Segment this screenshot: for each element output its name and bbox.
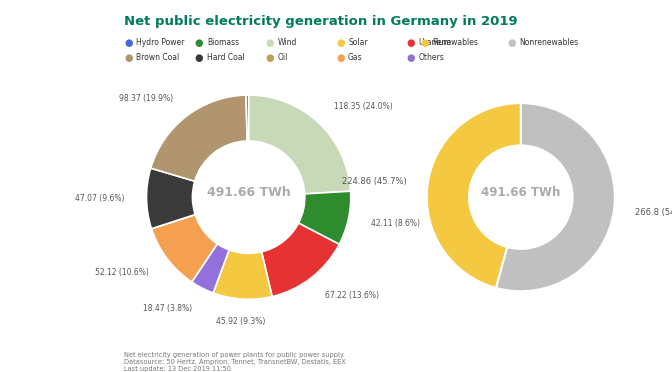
- Wedge shape: [151, 95, 247, 181]
- Text: 98.37 (19.9%): 98.37 (19.9%): [119, 94, 173, 103]
- Text: 266.8 (54.3%): 266.8 (54.3%): [634, 208, 672, 217]
- Text: 42.11 (8.6%): 42.11 (8.6%): [370, 219, 419, 228]
- Text: ●: ●: [265, 53, 274, 62]
- Text: 491.66 TWh: 491.66 TWh: [481, 186, 560, 199]
- Text: ●: ●: [195, 53, 204, 62]
- Text: Uranium: Uranium: [419, 38, 452, 47]
- Text: ●: ●: [407, 53, 415, 62]
- Wedge shape: [298, 191, 351, 244]
- Wedge shape: [192, 244, 229, 293]
- Wedge shape: [427, 103, 521, 288]
- Text: Renewables: Renewables: [432, 38, 478, 47]
- Wedge shape: [151, 215, 217, 282]
- Text: Hydro Power: Hydro Power: [136, 38, 185, 47]
- Text: Net electricity generation of power plants for public power supply.
Datasource: : Net electricity generation of power plan…: [124, 352, 346, 372]
- Text: 18.47 (3.8%): 18.47 (3.8%): [142, 304, 192, 312]
- Wedge shape: [213, 250, 272, 299]
- Text: Net public electricity generation in Germany in 2019: Net public electricity generation in Ger…: [124, 15, 518, 28]
- Wedge shape: [146, 168, 195, 229]
- Text: Hard Coal: Hard Coal: [207, 53, 245, 62]
- Text: Solar: Solar: [348, 38, 368, 47]
- Text: Wind: Wind: [278, 38, 297, 47]
- Text: 52.12 (10.6%): 52.12 (10.6%): [95, 268, 149, 277]
- Wedge shape: [261, 223, 339, 296]
- Text: 45.92 (9.3%): 45.92 (9.3%): [216, 317, 265, 326]
- Text: 118.35 (24.0%): 118.35 (24.0%): [334, 102, 393, 111]
- Text: 47.07 (9.6%): 47.07 (9.6%): [75, 194, 124, 203]
- Text: 491.66 TWh: 491.66 TWh: [207, 186, 290, 199]
- Wedge shape: [151, 215, 195, 229]
- Text: ●: ●: [124, 53, 133, 62]
- Text: ●: ●: [195, 38, 204, 48]
- Text: Brown Coal: Brown Coal: [136, 53, 179, 62]
- Text: ●: ●: [507, 38, 516, 48]
- Text: Gas: Gas: [348, 53, 363, 62]
- Wedge shape: [249, 95, 351, 194]
- Text: Biomass: Biomass: [207, 38, 239, 47]
- Text: ●: ●: [336, 53, 345, 62]
- Text: ●: ●: [407, 38, 415, 48]
- Text: ●: ●: [265, 38, 274, 48]
- Text: ●: ●: [336, 38, 345, 48]
- Text: ●: ●: [124, 38, 133, 48]
- Wedge shape: [246, 95, 249, 141]
- Text: 67.22 (13.6%): 67.22 (13.6%): [325, 291, 379, 300]
- Text: ●: ●: [420, 38, 429, 48]
- Text: 224.86 (45.7%): 224.86 (45.7%): [342, 177, 407, 186]
- Text: Others: Others: [419, 53, 444, 62]
- Wedge shape: [496, 103, 615, 291]
- Text: Nonrenewables: Nonrenewables: [519, 38, 579, 47]
- Text: Oil: Oil: [278, 53, 288, 62]
